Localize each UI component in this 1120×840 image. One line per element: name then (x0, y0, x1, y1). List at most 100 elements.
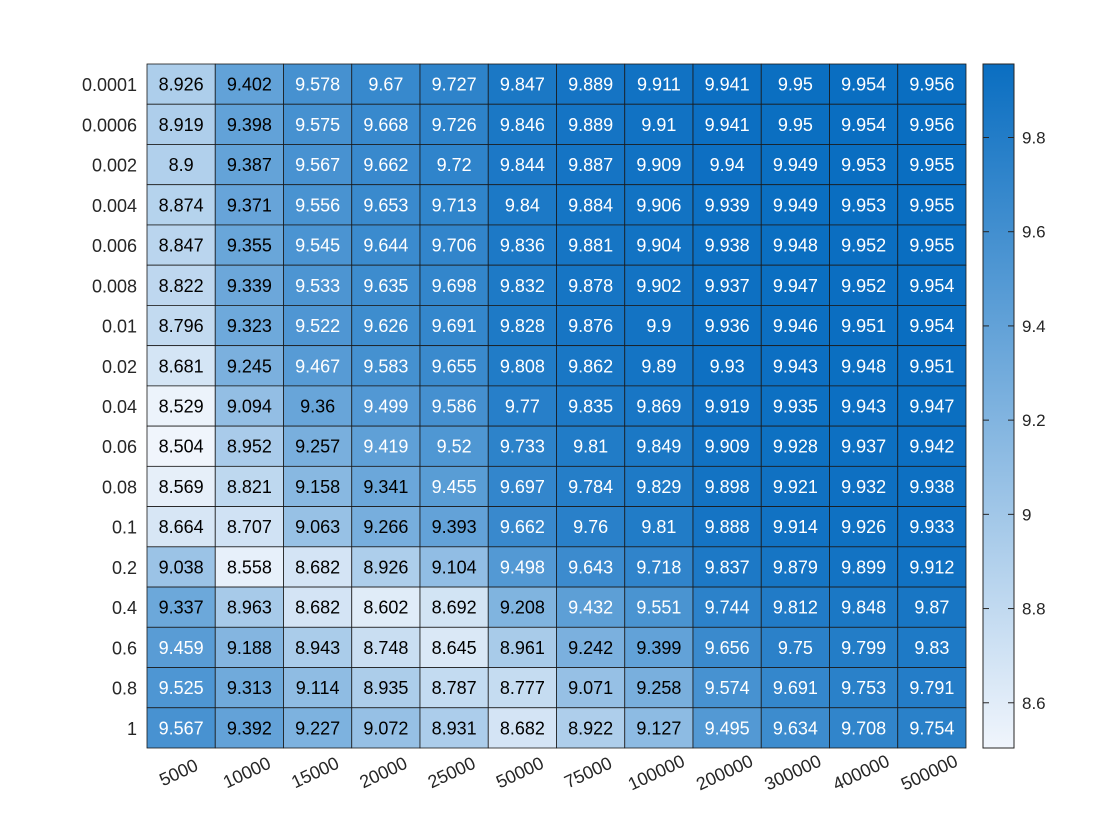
cell-value-label: 9.567 (159, 718, 204, 738)
heatmap-cell (146, 546, 216, 588)
heatmap-cell (487, 103, 557, 145)
cell-value-label: 9.208 (500, 598, 545, 618)
heatmap-cell (692, 626, 762, 668)
heatmap-cell (283, 144, 353, 186)
cell-value-label: 9.884 (568, 195, 613, 215)
cell-value-label: 9.668 (363, 115, 408, 135)
cell-value-label: 9.586 (432, 397, 477, 417)
heatmap-cell (897, 707, 967, 749)
heatmap-cell (487, 546, 557, 588)
heatmap-cell (556, 465, 626, 507)
cell-value-label: 9.898 (705, 477, 750, 497)
cell-value-label: 9.9 (646, 316, 671, 336)
heatmap-cell (829, 586, 899, 628)
cell-value-label: 8.919 (159, 115, 204, 135)
cell-value-label: 9.889 (568, 75, 613, 95)
cell-value-label: 9.954 (841, 75, 886, 95)
cell-value-label: 8.787 (432, 678, 477, 698)
cell-value-label: 9.072 (363, 718, 408, 738)
heatmap-cell (556, 546, 626, 588)
cell-value-label: 9.094 (227, 397, 272, 417)
heatmap-cell (556, 707, 626, 749)
heatmap-cell (214, 667, 284, 709)
heatmap-cell (487, 224, 557, 266)
cell-value-label: 9.879 (773, 557, 818, 577)
heatmap-cell (556, 184, 626, 226)
cell-value-label: 9.392 (227, 718, 272, 738)
cell-value-label: 9.881 (568, 236, 613, 256)
heatmap-cell (897, 626, 967, 668)
heatmap-cell (419, 305, 489, 347)
x-tick-label: 15000 (288, 753, 342, 792)
heatmap-cell (419, 586, 489, 628)
heatmap-cell (351, 264, 421, 306)
cell-value-label: 9.799 (841, 638, 886, 658)
heatmap-cell (283, 345, 353, 387)
heatmap-cell (692, 103, 762, 145)
cell-value-label: 9.245 (227, 356, 272, 376)
cell-value-label: 8.874 (159, 195, 204, 215)
heatmap-cell (146, 385, 216, 427)
cell-value-label: 9.837 (705, 557, 750, 577)
cell-value-label: 9.956 (909, 75, 954, 95)
heatmap-cell (419, 546, 489, 588)
heatmap-cell (897, 63, 967, 105)
cell-value-label: 9.635 (363, 276, 408, 296)
cell-value-label: 9.467 (295, 356, 340, 376)
heatmap-cell (624, 707, 694, 749)
cell-value-label: 9.753 (841, 678, 886, 698)
heatmap-cell (624, 103, 694, 145)
cell-value-label: 9.941 (705, 75, 750, 95)
cell-value-label: 9.951 (841, 316, 886, 336)
cell-value-label: 9.846 (500, 115, 545, 135)
cell-value-label: 9.93 (710, 356, 745, 376)
cell-value-label: 9.81 (641, 517, 676, 537)
cell-value-label: 9.954 (841, 115, 886, 135)
cell-value-label: 9.808 (500, 356, 545, 376)
heatmap-cell (351, 425, 421, 467)
cell-value-label: 8.931 (432, 718, 477, 738)
cell-value-label: 9.888 (705, 517, 750, 537)
heatmap-cell (692, 305, 762, 347)
heatmap-cell (556, 144, 626, 186)
heatmap-cell (214, 707, 284, 749)
heatmap-cell (351, 385, 421, 427)
y-tick-label: 0.6 (112, 638, 137, 658)
heatmap-cell (760, 586, 830, 628)
cell-value-label: 9.499 (363, 397, 408, 417)
cell-value-label: 9.337 (159, 598, 204, 618)
heatmap-cell (283, 707, 353, 749)
heatmap-cell (146, 586, 216, 628)
heatmap-cell (419, 345, 489, 387)
cell-value-label: 9.399 (636, 638, 681, 658)
cell-value-label: 9.432 (568, 598, 613, 618)
cell-value-label: 9.95 (778, 75, 813, 95)
cell-value-label: 9.574 (705, 678, 750, 698)
heatmap-cell (487, 184, 557, 226)
heatmap-cell (351, 184, 421, 226)
cell-value-label: 9.459 (159, 638, 204, 658)
cell-value-label: 9.948 (773, 236, 818, 256)
cell-value-label: 9.912 (909, 557, 954, 577)
heatmap-cell (760, 425, 830, 467)
cell-value-label: 8.935 (363, 678, 408, 698)
heatmap-cell (829, 425, 899, 467)
y-tick-label: 1 (127, 719, 137, 739)
cell-value-label: 9.071 (568, 678, 613, 698)
heatmap-cell (146, 465, 216, 507)
heatmap-cell (760, 506, 830, 548)
cell-value-label: 8.682 (295, 598, 340, 618)
colorbar-tick-label: 9.2 (1022, 411, 1046, 430)
cell-value-label: 9.656 (705, 638, 750, 658)
heatmap-cell (214, 305, 284, 347)
cell-value-label: 9.91 (641, 115, 676, 135)
heatmap-cell (351, 63, 421, 105)
cell-value-label: 8.645 (432, 638, 477, 658)
heatmap-cell (897, 103, 967, 145)
heatmap-cell (283, 506, 353, 548)
cell-value-label: 9.887 (568, 155, 613, 175)
heatmap-cell (556, 425, 626, 467)
y-tick-labels: 0.0001 0.0006 0.002 0.004 0.006 0.008 0.01 0.02… (82, 75, 137, 739)
heatmap-cell (487, 465, 557, 507)
cell-value-label: 8.504 (159, 437, 204, 457)
